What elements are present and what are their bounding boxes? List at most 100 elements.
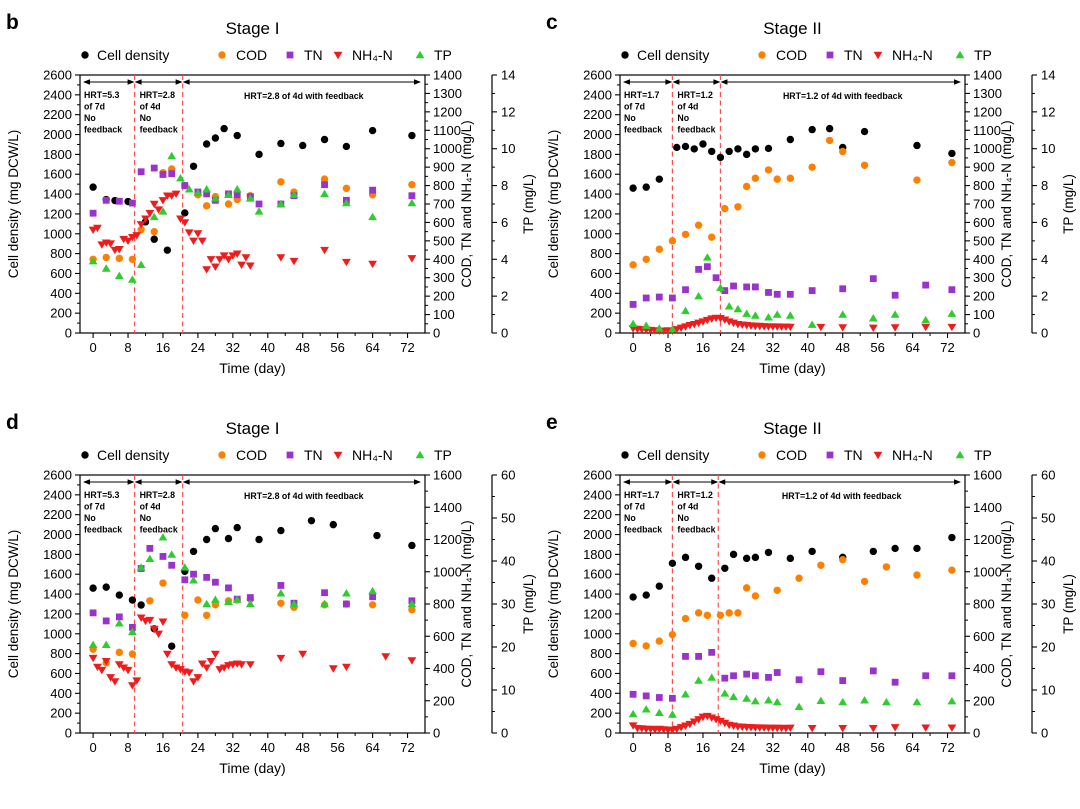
legend-label: Cell density (97, 447, 169, 463)
nh4n-data-point (184, 229, 194, 237)
tp-data-point (838, 697, 848, 706)
tn-data-point (629, 301, 637, 308)
series-cell_density (629, 124, 956, 192)
right2-tick-label: 10 (501, 141, 515, 156)
left-tick-label: 2600 (583, 468, 612, 483)
cell_density-data-point (89, 584, 97, 592)
tn-data-point (695, 266, 703, 273)
left-tick-label: 2200 (583, 507, 612, 522)
tp-data-point (368, 212, 377, 221)
cod-data-point (773, 586, 781, 594)
series-nh4n (628, 712, 957, 734)
right2-tick-label: 2 (501, 289, 508, 304)
tp-legend-marker (955, 450, 965, 459)
series-tn (629, 263, 956, 308)
cod-data-point (773, 175, 781, 183)
left-tick-label: 400 (590, 286, 612, 301)
right2-tick-label: 4 (1041, 252, 1048, 267)
nh4n-data-point (381, 653, 391, 661)
annotation-line: of 4d (140, 102, 161, 112)
panel-letter: e (546, 411, 558, 434)
cell_density-data-point (202, 535, 211, 544)
nh4n-data-point (720, 719, 730, 728)
right2-tick-label: 30 (501, 597, 515, 612)
cell_density-data-point (211, 134, 220, 142)
tp-data-point (145, 554, 155, 563)
right2-tick-label: 14 (501, 68, 515, 83)
tn-data-point (765, 673, 772, 681)
right-axis-1: 0 100 200 300 400 500 600 700 800 900 1000 1100 1200… (965, 68, 1014, 341)
right1-tick-label: 400 (973, 252, 995, 267)
left-tick-label: 0 (605, 726, 612, 741)
left-tick-label: 400 (590, 686, 612, 701)
left-axis: 0 200 400 600 800 1000 1200 1400 1600 1800 2000 220… (6, 468, 80, 741)
tn-data-point (642, 294, 650, 302)
nh4n-legend-marker (873, 451, 883, 460)
left-tick-label: 1200 (583, 206, 612, 221)
x-tick-label: 40 (261, 740, 275, 755)
annotation-line: feedback (624, 125, 662, 135)
tn-data-point (730, 672, 737, 680)
tp-data-point (750, 696, 760, 705)
cod-data-point (825, 136, 834, 145)
nh4n-data-point (237, 261, 246, 270)
nh4n-data-point (407, 657, 417, 665)
tp-data-point (890, 310, 900, 318)
cod-data-point (860, 161, 869, 169)
cell_density-data-point (948, 533, 956, 542)
panel-title: Stage II (763, 419, 822, 438)
cod-data-point (368, 601, 377, 609)
tp-data-point (176, 174, 185, 182)
tp-data-point (729, 692, 738, 701)
annotation-line: feedback (140, 525, 178, 535)
right2-tick-label: 20 (1041, 640, 1055, 655)
right1-tick-label: 1400 (973, 500, 1002, 515)
cod-data-point (913, 176, 921, 184)
nh4n-data-point (215, 256, 225, 264)
series-cod (629, 555, 956, 650)
right1-tick-label: 0 (433, 726, 440, 741)
nh4n-legend-marker (873, 51, 883, 60)
cod-data-point (681, 230, 690, 239)
cell_density-data-point (128, 596, 137, 604)
nh4n-data-point (189, 237, 198, 246)
nh4n-data-point (838, 724, 848, 733)
right2-tick-label: 60 (501, 468, 515, 483)
legend-label: TN (304, 47, 323, 63)
annotation-line: HRT=1.7 (624, 490, 660, 500)
x-tick-label: 8 (124, 340, 131, 355)
cell_density-data-point (690, 145, 698, 153)
nh4n-data-point (93, 224, 102, 233)
right1-tick-label: 1100 (433, 123, 461, 138)
cod-data-point (751, 592, 760, 600)
phase-boundaries (133, 475, 184, 733)
nh4n-data-point (210, 650, 220, 659)
left-tick-label: 2000 (43, 127, 72, 142)
tp-data-point (320, 599, 329, 608)
annotation-line: No (140, 113, 152, 123)
nh4n-data-point (785, 323, 795, 332)
cod-data-point (751, 174, 760, 182)
cod-data-point (948, 158, 956, 167)
series-tp (628, 253, 957, 333)
cell_density-data-point (320, 135, 329, 144)
cell_density-data-point (708, 147, 716, 156)
right1-tick-label: 100 (973, 307, 995, 322)
tp-data-point (114, 271, 124, 280)
right1-tick-label: 800 (433, 597, 455, 612)
nh4n-data-point (162, 650, 172, 659)
cod-data-point (194, 596, 202, 604)
annotation-line: HRT=2.8 of 4d with feedback (244, 91, 364, 101)
right1-tick-label: 1400 (433, 68, 462, 83)
cell_density-data-point (277, 526, 285, 535)
left-tick-label: 1000 (43, 626, 72, 641)
right2-tick-label: 8 (501, 178, 508, 193)
cell_density-data-point (716, 153, 725, 162)
nh4n-data-point (149, 625, 159, 634)
cod-data-point (913, 571, 921, 579)
nh4n-data-point (88, 654, 98, 663)
nh4n-data-point (328, 665, 338, 673)
x-tick-label: 56 (330, 340, 344, 355)
